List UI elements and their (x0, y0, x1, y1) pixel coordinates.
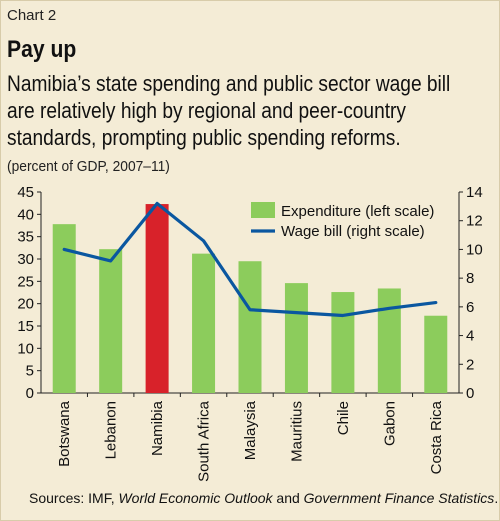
left-axis-tick-label: 20 (17, 296, 34, 313)
source-end: . (494, 490, 499, 506)
left-axis-tick-label: 5 (26, 363, 34, 380)
category-label: Lebanon (103, 401, 120, 459)
chart-number: Chart 2 (7, 7, 57, 24)
category-label: Malaysia (242, 400, 259, 460)
category-label: Mauritius (288, 401, 305, 462)
unit-note: (percent of GDP, 2007–11) (7, 158, 170, 175)
category-label: Namibia (149, 400, 166, 456)
legend-swatch-expenditure (251, 202, 275, 218)
expenditure-bar (424, 315, 448, 393)
left-axis-tick-label: 10 (17, 340, 34, 357)
right-axis-tick-label: 12 (466, 213, 483, 230)
category-label: Gabon (381, 401, 398, 446)
subtitle-line: are relatively high by regional and peer… (7, 98, 406, 123)
right-axis-tick-label: 0 (466, 385, 474, 402)
expenditure-bar (99, 249, 123, 393)
expenditure-bar (52, 224, 76, 393)
expenditure-bar (192, 253, 216, 393)
right-axis-tick-label: 8 (466, 270, 474, 287)
chart-title: Pay up (7, 36, 77, 63)
category-label: Costa Rica (428, 400, 445, 474)
highlight-bar (145, 204, 169, 393)
category-label: Chile (335, 401, 352, 435)
left-axis-tick-label: 35 (17, 229, 34, 246)
expenditure-bar (377, 288, 401, 393)
category-label: South Africa (196, 400, 213, 482)
left-axis-tick-label: 40 (17, 206, 34, 223)
subtitle-line: Namibia’s state spending and public sect… (7, 71, 451, 96)
right-axis-tick-label: 10 (466, 241, 483, 258)
right-axis-tick-label: 2 (466, 356, 474, 373)
legend-label-wage-bill: Wage bill (right scale) (281, 223, 425, 240)
combo-chart: 0 5 10 15 20 25 30 35 40 45 0 2 4 6 8 10 12 14 Botswana Leb… (17, 184, 483, 482)
left-axis-tick-label: 25 (17, 273, 34, 290)
left-axis-tick-label: 15 (17, 318, 34, 335)
right-axis-tick-label: 4 (466, 328, 474, 345)
expenditure-bar (284, 283, 308, 393)
expenditure-bar (238, 261, 262, 393)
source-and: and (272, 490, 304, 506)
left-axis-tick-label: 30 (17, 251, 34, 268)
right-axis-tick-label: 14 (466, 184, 483, 201)
legend-label-expenditure: Expenditure (left scale) (281, 203, 434, 220)
chart-subtitle: Namibia’s state spending and public sect… (7, 70, 477, 151)
left-axis-tick-label: 0 (26, 385, 34, 402)
source-weo: World Economic Outlook (118, 490, 273, 506)
subtitle-line: standards, prompting public spending ref… (7, 125, 401, 150)
right-axis-tick-label: 6 (466, 299, 474, 316)
source-prefix: Sources: IMF, (29, 490, 119, 506)
category-label: Botswana (56, 400, 73, 467)
expenditure-bar (331, 292, 355, 393)
source-gfs: Government Finance Statistics (303, 490, 495, 506)
source-note: Sources: IMF, World Economic Outlook and… (29, 490, 498, 506)
left-axis-tick-label: 45 (17, 184, 34, 201)
